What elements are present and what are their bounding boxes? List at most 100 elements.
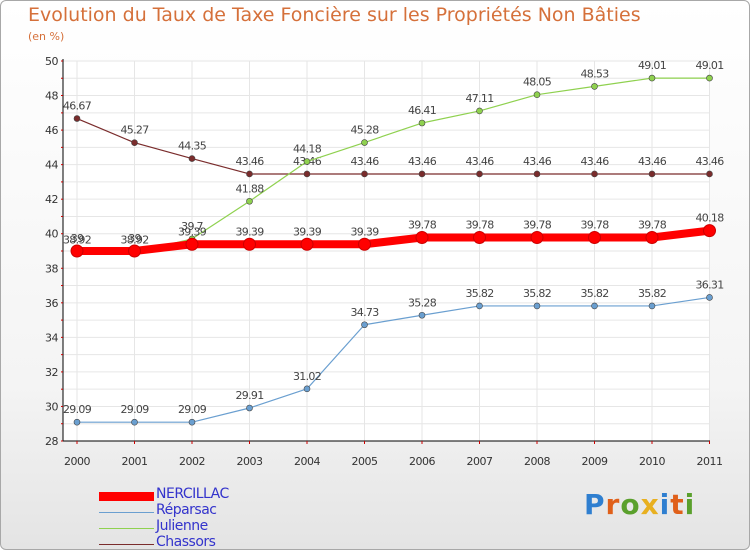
- data-label: 29.09: [121, 403, 150, 416]
- data-label: 39.39: [351, 225, 380, 238]
- legend-swatch: [99, 544, 154, 545]
- data-label: 48.05: [523, 76, 552, 89]
- data-point: [188, 418, 196, 426]
- data-label: 44.18: [293, 143, 322, 156]
- data-point: [246, 404, 253, 412]
- x-tick-label: 2003: [237, 455, 263, 468]
- data-label: 46.67: [63, 100, 92, 113]
- data-point: [648, 74, 656, 82]
- chart-subtitle: (en %): [28, 30, 65, 43]
- logo-letter: r: [605, 488, 621, 521]
- x-tick-label: 2001: [122, 455, 148, 468]
- legend-swatch: [99, 492, 154, 501]
- x-tick-label: 2008: [524, 455, 550, 468]
- y-tick-label: 32: [45, 366, 58, 379]
- data-label: 43.46: [523, 155, 552, 168]
- data-point: [185, 237, 199, 251]
- data-point: [418, 119, 426, 127]
- data-point: [243, 237, 256, 251]
- logo-letter: i: [659, 488, 671, 521]
- data-point: [303, 385, 311, 393]
- data-point: [70, 244, 84, 258]
- data-point: [73, 418, 81, 426]
- data-point: [246, 170, 253, 178]
- x-tick-label: 2002: [179, 455, 205, 468]
- data-point: [358, 237, 371, 251]
- data-point: [361, 170, 368, 178]
- data-point: [533, 91, 541, 98]
- data-label: 39.7: [181, 220, 203, 233]
- data-label: 29.09: [63, 403, 92, 416]
- data-label: 43.46: [638, 155, 667, 168]
- data-point: [303, 170, 311, 178]
- data-label: 29.09: [178, 403, 207, 416]
- data-label: 31.02: [293, 370, 321, 383]
- data-label: 47.11: [466, 92, 494, 105]
- data-point: [361, 139, 368, 146]
- data-point: [476, 302, 483, 310]
- y-tick-label: 48: [45, 90, 58, 103]
- y-tick-label: 34: [45, 331, 58, 344]
- logo-letter: t: [670, 488, 685, 521]
- data-label: 35.28: [408, 296, 437, 309]
- data-label: 40.18: [696, 212, 725, 225]
- legend-label: Chassors: [156, 534, 216, 550]
- legend-label: Réparsac: [156, 502, 217, 518]
- data-label: 39: [71, 232, 84, 245]
- legend-label: Julienne: [156, 518, 208, 534]
- y-tick-label: 38: [45, 262, 58, 275]
- data-label: 41.88: [236, 182, 265, 195]
- y-tick-label: 50: [45, 55, 58, 68]
- logo-letter: i: [684, 488, 696, 521]
- data-label: 43.46: [466, 155, 495, 168]
- data-label: 39.78: [523, 219, 552, 232]
- data-point: [530, 231, 544, 245]
- data-point: [418, 311, 426, 319]
- data-point: [706, 170, 713, 178]
- data-label: 39.39: [236, 225, 265, 238]
- data-label: 38.92: [121, 233, 149, 246]
- data-point: [476, 170, 483, 178]
- data-label: 45.27: [121, 124, 150, 137]
- series-line-nercillac: [77, 226, 710, 255]
- data-point: [645, 231, 659, 245]
- data-point: [128, 244, 141, 258]
- data-label: 43.46: [408, 155, 437, 168]
- data-point: [131, 139, 138, 146]
- data-label: 46.41: [408, 104, 436, 117]
- x-tick-label: 2000: [64, 455, 90, 468]
- x-tick-label: 2009: [582, 455, 608, 468]
- legend-swatch: [99, 528, 154, 529]
- y-tick-label: 28: [45, 435, 58, 448]
- data-point: [361, 321, 368, 329]
- data-label: 35.82: [466, 287, 494, 300]
- data-point: [591, 302, 598, 310]
- data-point: [533, 170, 541, 178]
- x-tick-label: 2011: [697, 455, 723, 468]
- y-tick-label: 42: [45, 193, 58, 206]
- data-point: [415, 231, 429, 245]
- data-point: [703, 224, 716, 238]
- data-point: [418, 170, 426, 178]
- data-label: 39.39: [293, 225, 322, 238]
- x-tick-label: 2006: [409, 455, 435, 468]
- data-point: [300, 237, 314, 251]
- data-point: [246, 197, 253, 205]
- y-tick-label: 46: [45, 124, 58, 137]
- data-label: 39.78: [581, 219, 610, 232]
- x-tick-label: 2005: [352, 455, 378, 468]
- series-line-réparsac: [77, 296, 710, 423]
- data-label: 48.53: [581, 67, 610, 80]
- data-label: 35.82: [523, 287, 551, 300]
- logo-letter: P: [584, 488, 606, 521]
- logo-letter: x: [640, 488, 660, 521]
- data-label: 39.78: [638, 219, 667, 232]
- x-tick-label: 2010: [639, 455, 665, 468]
- data-label: 43.46: [581, 155, 610, 168]
- data-point: [706, 74, 713, 82]
- data-point: [591, 170, 598, 178]
- data-label: 35.82: [638, 287, 666, 300]
- data-label: 35.82: [581, 287, 609, 300]
